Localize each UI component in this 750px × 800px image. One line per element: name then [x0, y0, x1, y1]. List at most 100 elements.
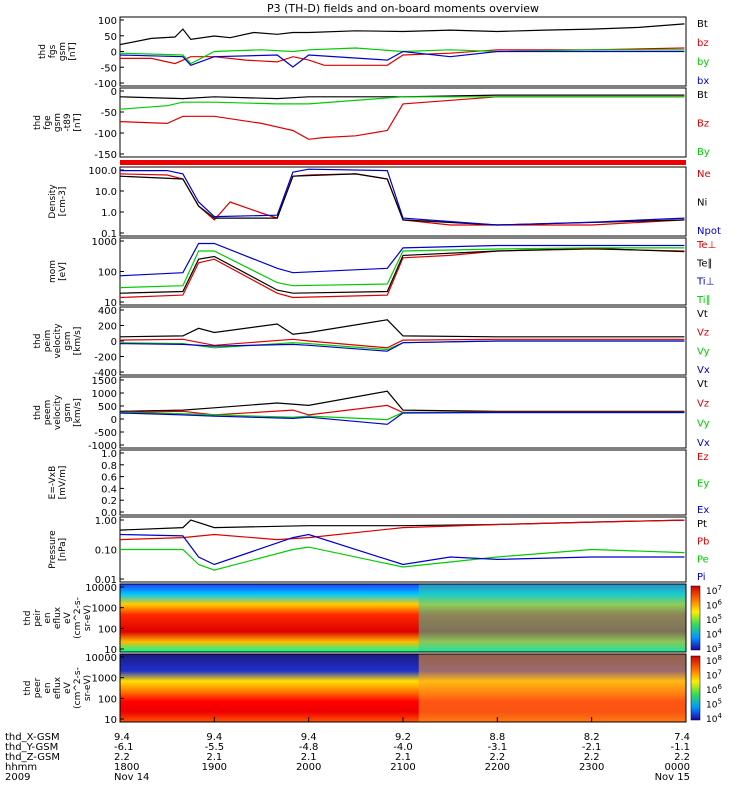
- x-axis-row-label: 2009: [5, 772, 30, 783]
- panel-pressure-series-Pi: [119, 533, 685, 566]
- panel-pressure-legend-Pb: Pb: [697, 537, 709, 548]
- panel-peim-ytick-label: -200: [94, 353, 117, 364]
- panel-pressure-ylabel: [nPa]: [58, 538, 68, 561]
- panel-fgs-legend-bz: bz: [697, 38, 709, 49]
- panel-peem-ylabel: [km/s]: [73, 398, 83, 427]
- plot-title: P3 (TH-D) fields and on-board moments ov…: [267, 2, 539, 15]
- panel-fgs-ytick-label: 0: [111, 48, 117, 59]
- panel-density-ytick-label: 10.0: [95, 187, 117, 198]
- x-axis-date-value: Nov 14: [114, 772, 149, 783]
- panel-mom-series-Ti∥: [119, 247, 685, 289]
- panel-fge-series-Bt: [119, 94, 685, 100]
- peir-colorbar-label: 105: [706, 613, 722, 626]
- panel-density-ytick-label: 100.0: [88, 166, 117, 177]
- panel-peim-ylabel: [km/s]: [73, 327, 83, 356]
- panel-fgs-ytick-label: 50: [104, 32, 117, 43]
- panel-mom-ytick-label: 10: [104, 298, 117, 309]
- x-axis-xgsm-value: 7.4: [674, 732, 690, 743]
- panel-peer-ytick-label: 10: [104, 715, 117, 726]
- panel-peim-ytick-label: 400: [98, 306, 117, 317]
- panel-peim-legend-Vy: Vy: [697, 346, 710, 357]
- peir-colorbar-label: 107: [706, 584, 722, 597]
- panel-density-ytick-label: 0.1: [101, 229, 117, 240]
- x-axis-row-label: hhmm: [5, 762, 37, 773]
- panel-peir-ylabel: thd: [23, 611, 33, 626]
- panel-peim-series-Vt: [119, 319, 685, 338]
- peer-colorbar: [690, 655, 701, 721]
- panel-peim-series-Vz: [119, 338, 685, 349]
- panel-peir-ytick-label: 10: [104, 645, 117, 656]
- panel-peim-legend-Vt: Vt: [697, 309, 708, 320]
- panel-peer-ytick-label: 10000: [85, 653, 117, 664]
- panel-pressure-series-Pe: [120, 546, 685, 571]
- panel-density-legend-Ni: Ni: [697, 198, 707, 209]
- panel-fge-series-By: [119, 96, 685, 110]
- panel-density-legend-Npot: Npot: [697, 226, 721, 237]
- x-axis-zgsm-value: 2.1: [301, 752, 317, 763]
- panel-fge-ylabel: thd: [33, 115, 43, 130]
- x-axis-time-value: 2000: [296, 762, 321, 773]
- panel-mom-legend-Te∥: Te∥: [696, 258, 713, 269]
- panel-fgs-ylabel: [nT]: [68, 42, 78, 60]
- x-axis-ygsm-value: -4.8: [299, 742, 319, 753]
- x-axis-time-value: 2200: [485, 762, 510, 773]
- panel-peem-ylabel: gsm: [63, 403, 73, 422]
- panel-fgs-ytick-label: -100: [94, 79, 117, 90]
- panel-pressure-ytick-label: 0.01: [95, 575, 117, 586]
- panel-exb-ytick-label: 0.6: [101, 473, 117, 484]
- panel-pressure-series-Pb: [119, 519, 685, 541]
- panel-peer-ytick-label: 100: [98, 694, 117, 705]
- x-axis-time-value: 2300: [579, 762, 604, 773]
- x-axis-time-value: 1900: [202, 762, 227, 773]
- panel-density-series-Ni: [119, 173, 685, 226]
- panel-fge-legend-By: By: [697, 147, 710, 158]
- x-axis-zgsm-value: 2.2: [114, 752, 130, 763]
- panel-density-legend-Ne: Ne: [697, 169, 711, 180]
- panel-peim-legend-Vx: Vx: [697, 365, 710, 376]
- panel-peem-legend-Vx: Vx: [697, 438, 710, 449]
- peer-colorbar-label: 107: [706, 669, 722, 682]
- panel-peir-ylabel: en: [43, 612, 53, 623]
- panel-exb-ylabel: [mV/m]: [58, 466, 68, 500]
- x-axis-row-label: thd_Z-GSM: [5, 752, 60, 763]
- peer-colorbar-label: 105: [706, 698, 722, 711]
- x-axis-ygsm-value: -4.0: [393, 742, 413, 753]
- panel-fgs-ytick-label: 100: [98, 16, 117, 27]
- panel-fge-ylabel: gsm: [53, 113, 63, 132]
- panel-mom-ytick-label: 1000: [92, 237, 117, 248]
- panel-mom-ylabel: [eV]: [58, 262, 68, 281]
- peer-colorbar-label: 106: [706, 683, 722, 696]
- panel-mom-legend-Ti⊥: Ti⊥: [696, 277, 714, 288]
- panel-peer-ylabel: thd: [23, 681, 33, 696]
- panel-peim-ylabel: thd: [33, 334, 43, 349]
- panel-exb-legend-Ey: Ey: [697, 479, 709, 490]
- panel-peir-ylabel: eflux: [53, 606, 63, 629]
- panel-mom-legend-Te⊥: Te⊥: [696, 240, 716, 251]
- panel-fge-frame: [119, 87, 687, 158]
- panel-fgs-ylabel: thd: [38, 44, 48, 59]
- panel-density-series-Npot: [120, 168, 685, 226]
- panel-peim-ytick-label: -400: [94, 368, 117, 379]
- x-axis-row-label: thd_X-GSM: [5, 732, 60, 743]
- panel-fge-ylabel: -t89: [63, 113, 73, 132]
- panel-peem-ytick-label: 1000: [92, 389, 117, 400]
- panel-peim-series-Vx: [119, 340, 685, 352]
- panel-density-ylabel: Density: [48, 184, 58, 219]
- panel-peer-ylabel: eflux: [53, 676, 63, 699]
- panel-fge-ytick-label: -150: [94, 150, 117, 161]
- panel-peem-ytick-label: 500: [98, 402, 117, 413]
- panel-fgs-legend-Bt: Bt: [697, 19, 708, 30]
- panel-peer-ylabel: (cm^2-s-: [73, 667, 83, 709]
- separator-band: [120, 160, 686, 165]
- panel-fge-ytick-label: -50: [101, 108, 117, 119]
- panel-peir-ytick-label: 1000: [92, 604, 117, 615]
- panel-density-ytick-label: 1.0: [101, 208, 117, 219]
- panel-fge-series-Bz: [119, 96, 685, 140]
- peer-colorbar-label: 104: [706, 712, 722, 725]
- panel-fgs-ylabel: gsm: [58, 42, 68, 61]
- panel-peir-frame: [119, 583, 687, 653]
- panel-peem-ytick-label: 0: [111, 415, 117, 426]
- panel-pressure-ytick-label: 0.10: [95, 546, 117, 557]
- x-axis-ygsm-value: -2.1: [582, 742, 602, 753]
